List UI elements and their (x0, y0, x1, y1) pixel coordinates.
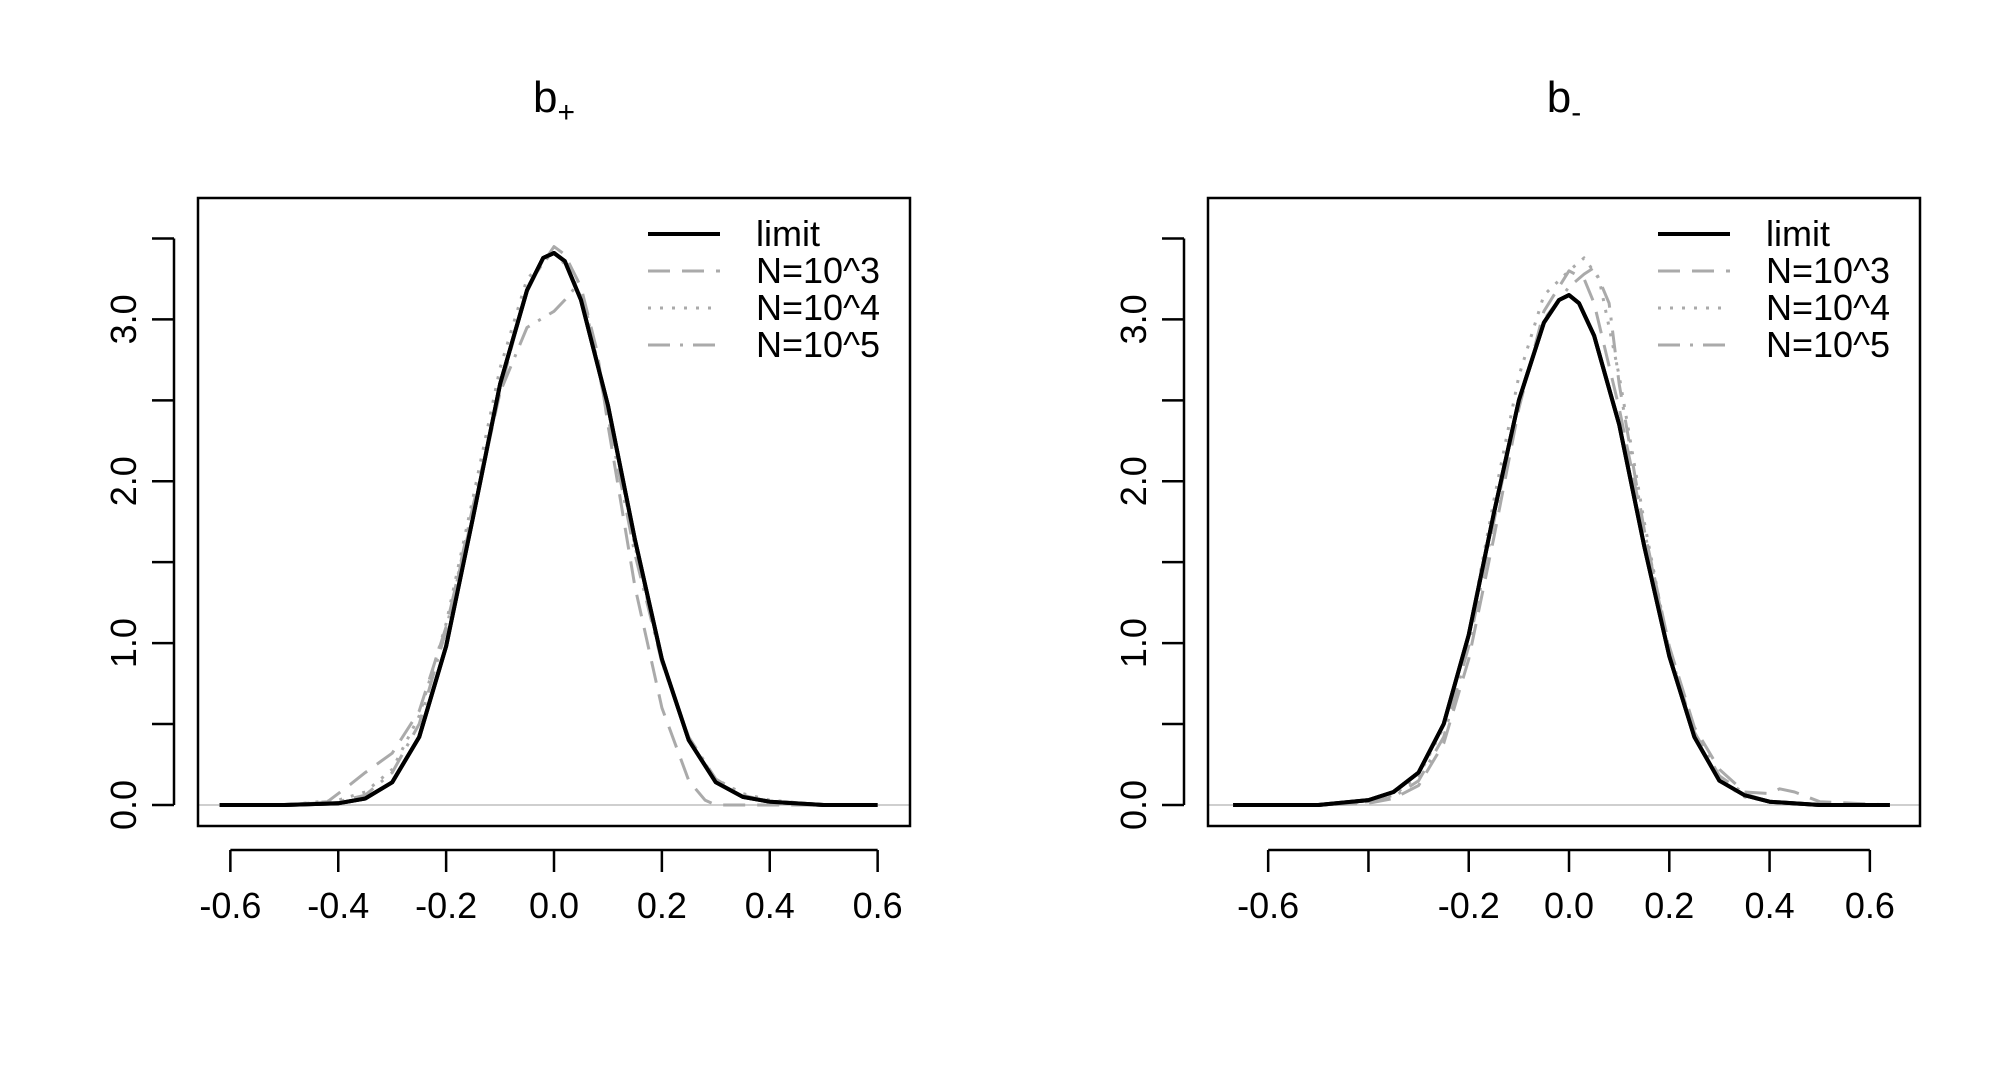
y-tick-label: 0.0 (103, 780, 144, 830)
legend-label: limit (756, 213, 820, 254)
panel-title: b+ (533, 73, 575, 129)
series-line-0 (1233, 293, 1890, 807)
plot-frame (196, 196, 912, 828)
x-tick-label: 0.0 (1544, 885, 1594, 926)
x-tick-label: 0.4 (1745, 885, 1795, 926)
x-tick-label: -0.6 (1237, 885, 1299, 926)
series-line-3 (1233, 266, 1890, 807)
y-tick-label: 2.0 (1113, 456, 1154, 506)
y-tick-label: 2.0 (103, 456, 144, 506)
x-tick-label: 0.2 (1644, 885, 1694, 926)
title-subscript: - (1571, 96, 1581, 129)
x-tick-label: -0.2 (1438, 885, 1500, 926)
plot-frame (1206, 196, 1922, 828)
x-tick-label: 0.2 (637, 885, 687, 926)
legend-label: N=10^4 (1766, 287, 1890, 328)
legend-label: N=10^4 (756, 287, 880, 328)
title-subscript: + (557, 96, 575, 129)
y-tick-label: 3.0 (1113, 294, 1154, 344)
series-line-limit-top (219, 251, 878, 807)
y-tick-label: 3.0 (103, 294, 144, 344)
legend-label: N=10^5 (756, 324, 880, 365)
x-tick-label: -0.4 (307, 885, 369, 926)
series-line-1 (219, 245, 878, 807)
x-tick-label: 0.4 (745, 885, 795, 926)
y-tick-label: 1.0 (1113, 618, 1154, 668)
x-tick-label: -0.2 (415, 885, 477, 926)
series-line-limit-top (1233, 293, 1890, 807)
series-line-3 (219, 285, 878, 807)
panel-b-plus: b+ -0.6 -0.4 -0.2 0.0 0.2 0.4 0.6 0.0 1.0 2.0 3.0 l… (103, 73, 912, 926)
legend-label: limit (1766, 213, 1830, 254)
x-tick-label: 0.6 (1845, 885, 1895, 926)
title-main: b (1547, 73, 1571, 122)
x-tick-label: 0.0 (529, 885, 579, 926)
title-main: b (533, 73, 557, 122)
legend-label: N=10^5 (1766, 324, 1890, 365)
y-tick-label: 0.0 (1113, 780, 1154, 830)
legend-label: N=10^3 (1766, 250, 1890, 291)
panel-title: b- (1547, 73, 1581, 129)
legend-label: N=10^3 (756, 250, 880, 291)
x-tick-label: 0.6 (853, 885, 903, 926)
panel-b-minus: b- -0.6 -0.2 0.0 0.2 0.4 0.6 0.0 1.0 2.0 3.0 limit… (1113, 73, 1922, 926)
series-line-1 (1233, 269, 1890, 807)
y-tick-label: 1.0 (103, 618, 144, 668)
x-tick-label: -0.6 (199, 885, 261, 926)
